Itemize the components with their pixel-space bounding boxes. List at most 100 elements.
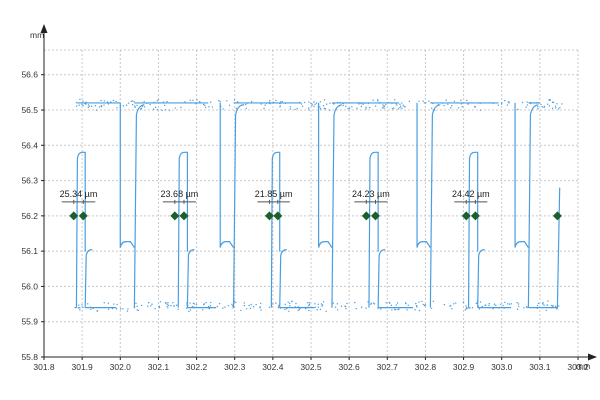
profile-point: [119, 105, 122, 107]
profile-point: [151, 303, 153, 305]
profile-point: [489, 307, 491, 309]
profile-point: [284, 308, 286, 311]
profile-point: [346, 302, 348, 305]
profile-point: [416, 306, 418, 308]
profile-point: [313, 101, 315, 103]
profile-point: [388, 302, 391, 304]
profile-point: [345, 307, 347, 310]
profile-point: [79, 307, 81, 309]
profile-point: [465, 308, 468, 310]
profile-point: [317, 106, 319, 108]
profile-point: [357, 102, 360, 104]
profile-point: [133, 100, 135, 103]
profile-point: [103, 104, 105, 106]
profile-point: [113, 303, 115, 305]
profile-point: [78, 104, 80, 106]
profile-point: [392, 107, 395, 109]
profile-point: [393, 99, 396, 101]
profile-point: [165, 301, 167, 304]
profile-point: [432, 300, 434, 303]
profile-segment: [219, 102, 235, 248]
profile-point: [204, 106, 207, 109]
profile-point: [233, 300, 236, 303]
profile-point: [143, 106, 146, 108]
measurements: 25.34 µm 23.68 µm 21.85 µm 24.23 µm 24.42 µm: [60, 189, 562, 221]
profile-point: [136, 305, 138, 308]
profile-point: [184, 101, 186, 103]
profile-point: [250, 102, 253, 104]
profile-point: [537, 102, 540, 104]
profile-point: [158, 306, 161, 309]
profile-point: [115, 100, 117, 103]
profile-point: [561, 103, 563, 105]
profile-point: [365, 106, 367, 108]
profile-point: [166, 303, 168, 305]
profile-point: [125, 104, 128, 106]
profile-point: [344, 305, 346, 307]
profile-point: [319, 108, 322, 110]
x-axis-unit: mm: [576, 361, 590, 371]
profile-point: [324, 108, 327, 110]
profile-point: [246, 102, 249, 104]
profile-point: [286, 307, 288, 310]
profile-point: [297, 309, 299, 312]
measurement-marker: [361, 211, 371, 221]
profile-point: [110, 101, 112, 103]
profile-point: [488, 304, 490, 307]
profile-point: [127, 308, 129, 310]
x-tick-label: 302.0: [110, 362, 132, 372]
profile-point: [189, 102, 192, 104]
profile-point: [407, 304, 409, 306]
profile-point: [205, 301, 207, 304]
profile-point: [542, 303, 544, 305]
profile-point: [163, 104, 166, 107]
profile-point: [82, 100, 84, 102]
profile-point: [154, 307, 156, 310]
profile-point: [164, 109, 167, 111]
profile-point: [336, 303, 339, 305]
profile-point: [122, 308, 124, 310]
profile-point: [507, 303, 509, 305]
profile-point: [325, 310, 327, 312]
profile-point: [311, 105, 313, 107]
profile-point: [291, 300, 293, 303]
profile-point: [332, 302, 334, 304]
profile-point: [398, 307, 400, 309]
profile-point: [81, 304, 83, 306]
profile-point: [191, 305, 194, 308]
profile-point: [418, 301, 420, 303]
profile-point: [192, 306, 195, 309]
profile-point: [233, 99, 236, 101]
profile-point: [543, 106, 545, 109]
profile-point: [140, 304, 143, 307]
profile-point: [391, 309, 393, 311]
profile-point: [345, 105, 347, 107]
profile-point: [228, 104, 231, 106]
profile-point: [447, 103, 449, 105]
profile-point: [481, 305, 483, 308]
profile-point: [275, 99, 277, 102]
measurement-marker: [273, 211, 283, 221]
profile-point: [170, 305, 172, 307]
profile-point: [557, 108, 560, 110]
profile-point: [241, 104, 243, 106]
profile-point: [376, 99, 379, 101]
profile-point: [479, 109, 482, 111]
grid: [44, 49, 579, 357]
profile-point: [278, 305, 280, 307]
profile-point: [551, 107, 554, 110]
profile-point: [299, 307, 301, 310]
profile-segment: [467, 151, 479, 308]
profile-point: [131, 103, 134, 106]
profile-point: [551, 305, 554, 307]
profile-point: [552, 101, 555, 104]
profile-point: [372, 99, 374, 101]
profile-point: [297, 306, 299, 308]
x-tick-label: 301.8: [33, 362, 55, 372]
profile-point: [554, 305, 557, 307]
profile-point: [319, 101, 322, 103]
profile-point: [308, 302, 311, 304]
profile-point: [354, 301, 356, 304]
profile-point: [106, 101, 109, 103]
profile-segment: [84, 249, 93, 308]
